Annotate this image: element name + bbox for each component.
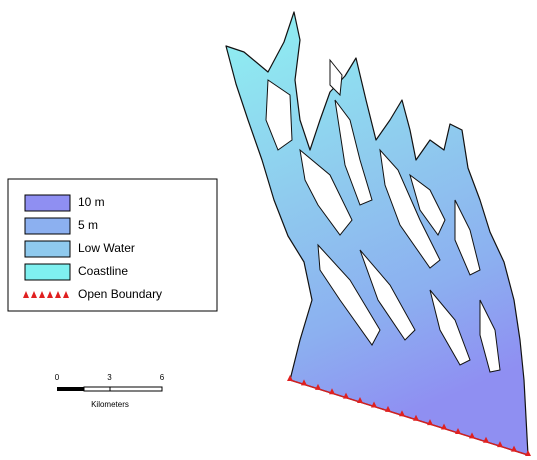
scale-unit: Kilometers (91, 400, 129, 409)
scale-segment (110, 387, 162, 391)
scale-tick-label: 0 (55, 373, 60, 382)
legend-label: Low Water (78, 241, 135, 255)
scale-segment (84, 387, 110, 391)
legend-label: Coastline (78, 264, 128, 278)
legend-swatch (25, 195, 70, 211)
legend-swatch (25, 264, 70, 280)
estuary (226, 12, 528, 455)
legend-label: 5 m (78, 218, 98, 232)
legend-swatch (25, 218, 70, 234)
scale-tick-label: 6 (160, 373, 165, 382)
legend-swatch (25, 241, 70, 257)
legend-label: Open Boundary (78, 287, 162, 301)
scale-tick-label: 3 (107, 373, 112, 382)
map-view: 10 m 5 m Low Water Coastline Open Boundary 0… (0, 0, 537, 460)
page: 10 m 5 m Low Water Coastline Open Boundary 0… (0, 0, 537, 460)
legend-label: 10 m (78, 195, 105, 209)
scale-bar: 0 3 6 Kilometers (55, 373, 165, 409)
